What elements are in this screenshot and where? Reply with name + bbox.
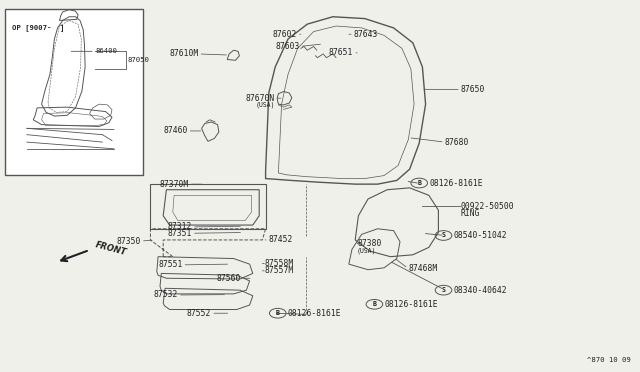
Text: B: B bbox=[372, 301, 376, 307]
Text: B: B bbox=[276, 310, 280, 316]
Text: 87560: 87560 bbox=[216, 274, 241, 283]
Text: 08540-51042: 08540-51042 bbox=[454, 231, 508, 240]
Text: 86400: 86400 bbox=[96, 48, 118, 54]
Text: 00922-50500: 00922-50500 bbox=[461, 202, 515, 211]
Text: 08126-8161E: 08126-8161E bbox=[429, 179, 483, 187]
Text: S: S bbox=[442, 232, 445, 238]
Text: (USA): (USA) bbox=[357, 247, 376, 254]
Text: 87670N: 87670N bbox=[246, 94, 275, 103]
Text: 87558M: 87558M bbox=[264, 259, 294, 268]
Text: 87552: 87552 bbox=[187, 309, 211, 318]
Text: ^870 10 09: ^870 10 09 bbox=[587, 357, 630, 363]
Text: FRONT: FRONT bbox=[95, 241, 128, 258]
Text: 87312: 87312 bbox=[168, 222, 192, 231]
Text: RING: RING bbox=[461, 209, 480, 218]
Text: 87602: 87602 bbox=[273, 30, 297, 39]
Text: 87551: 87551 bbox=[158, 260, 182, 269]
Text: (USA): (USA) bbox=[256, 102, 275, 108]
Text: 87650: 87650 bbox=[461, 85, 485, 94]
Text: 87380: 87380 bbox=[357, 239, 381, 248]
Text: 87532: 87532 bbox=[154, 291, 178, 299]
Text: 87680: 87680 bbox=[445, 138, 469, 147]
Text: 87350: 87350 bbox=[116, 237, 141, 246]
Text: 87452: 87452 bbox=[269, 235, 293, 244]
Text: OP [9007-  ]: OP [9007- ] bbox=[12, 24, 64, 31]
Text: B: B bbox=[417, 180, 421, 186]
Text: 87610M: 87610M bbox=[169, 49, 198, 58]
Text: 87351: 87351 bbox=[168, 229, 192, 238]
FancyBboxPatch shape bbox=[5, 9, 143, 175]
Text: 87603: 87603 bbox=[275, 42, 300, 51]
Text: 87643: 87643 bbox=[354, 30, 378, 39]
Text: 87557M: 87557M bbox=[264, 266, 294, 275]
Text: 87468M: 87468M bbox=[408, 264, 438, 273]
Text: S: S bbox=[442, 287, 445, 293]
Text: 08126-8161E: 08126-8161E bbox=[385, 300, 438, 309]
Text: 08340-40642: 08340-40642 bbox=[454, 286, 508, 295]
Text: 87460: 87460 bbox=[163, 126, 188, 135]
Text: 87370M: 87370M bbox=[159, 180, 189, 189]
Text: 87050: 87050 bbox=[128, 57, 150, 63]
Text: 08126-8161E: 08126-8161E bbox=[288, 309, 342, 318]
Text: 87651: 87651 bbox=[329, 48, 353, 57]
